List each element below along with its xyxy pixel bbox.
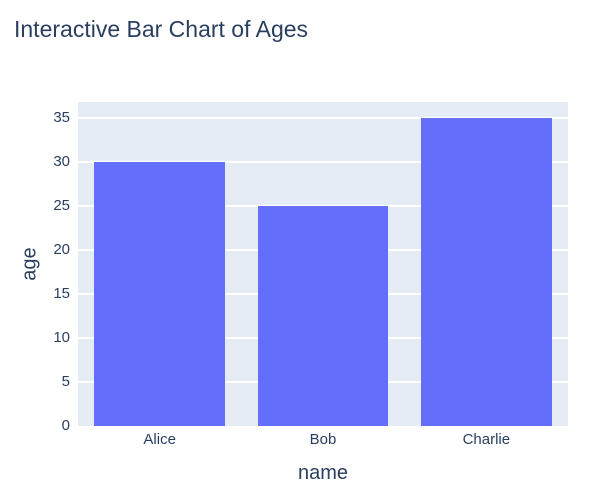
- x-axis-title: name: [297, 462, 349, 484]
- x-tick-label-charlie: Charlie: [462, 431, 511, 448]
- y-tick-label-15: 15: [53, 285, 70, 303]
- gridline-30: [78, 161, 568, 164]
- x-tick-label-alice: Alice: [143, 431, 176, 448]
- y-tick-label-30: 30: [53, 153, 70, 171]
- y-tick-label-20: 20: [53, 241, 70, 259]
- gridline-35: [78, 117, 568, 120]
- bar-bob[interactable]: [257, 206, 389, 426]
- bar-alice[interactable]: [94, 162, 225, 426]
- bar-charlie[interactable]: [421, 118, 552, 426]
- plot-area[interactable]: [78, 102, 568, 426]
- y-tick-label-25: 25: [53, 197, 70, 215]
- y-tick-label-0: 0: [61, 417, 70, 434]
- y-tick-label-35: 35: [53, 109, 70, 127]
- x-tick-label-bob: Bob: [309, 431, 337, 448]
- y-tick-label-5: 5: [61, 373, 70, 391]
- y-tick-label-10: 10: [53, 329, 70, 347]
- chart-title: Interactive Bar Chart of Ages: [14, 16, 309, 42]
